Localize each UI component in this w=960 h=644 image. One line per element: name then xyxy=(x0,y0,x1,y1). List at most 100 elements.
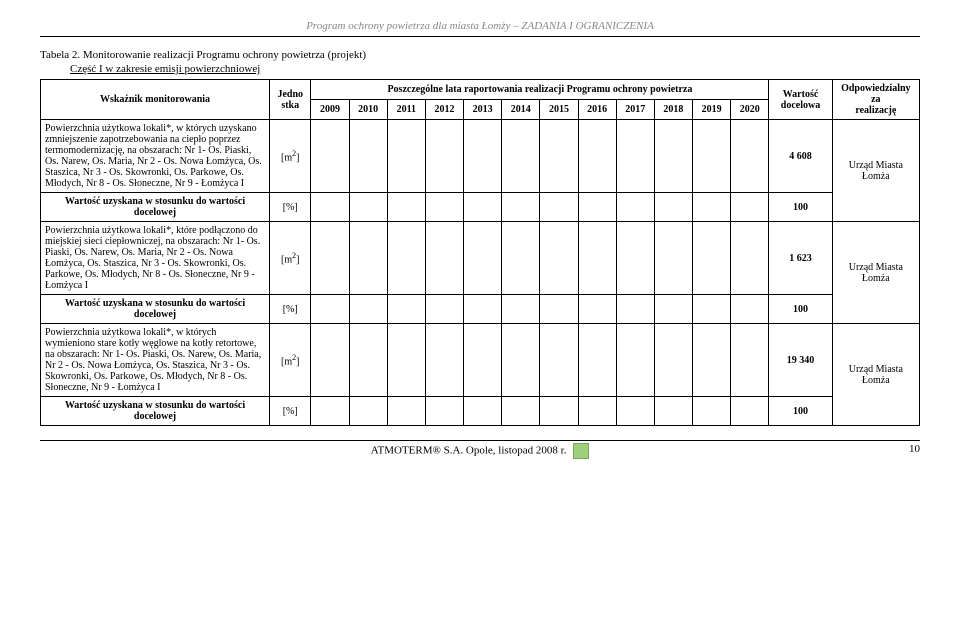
indicator-cell: Powierzchnia użytkowa lokali*, w których… xyxy=(41,324,270,397)
year-cell: 2015 xyxy=(540,100,578,120)
year-data-cell xyxy=(693,120,731,193)
year-data-cell xyxy=(616,222,654,295)
year-data-cell xyxy=(387,222,425,295)
year-data-cell xyxy=(349,120,387,193)
year-data-cell xyxy=(540,222,578,295)
monitoring-table: Wskaźnik monitorowania Jedno stka Poszcz… xyxy=(40,79,920,426)
year-data-cell xyxy=(616,193,654,222)
year-data-cell xyxy=(693,295,731,324)
year-data-cell xyxy=(387,193,425,222)
year-data-cell xyxy=(540,324,578,397)
year-data-cell xyxy=(693,324,731,397)
table-subcaption: Część I w zakresie emisji powierzchniowe… xyxy=(70,63,920,75)
year-data-cell xyxy=(502,324,540,397)
year-cell: 2014 xyxy=(502,100,540,120)
target-top: Wartość xyxy=(783,89,819,100)
year-data-cell xyxy=(464,120,502,193)
indicator-cell: Powierzchnia użytkowa lokali*, które pod… xyxy=(41,222,270,295)
resp-bot: realizację xyxy=(855,105,896,116)
year-data-cell xyxy=(349,295,387,324)
resp-cell: Urząd Miasta Łomża xyxy=(832,324,919,426)
year-data-cell xyxy=(425,324,463,397)
logo-icon xyxy=(573,443,589,459)
footer-text: ATMOTERM® S.A. Opole, listopad 2008 r. xyxy=(371,445,567,457)
year-data-cell xyxy=(731,222,769,295)
year-data-cell xyxy=(616,324,654,397)
indicator-cell: Powierzchnia użytkowa lokali*, w których… xyxy=(41,120,270,193)
year-cell: 2011 xyxy=(387,100,425,120)
year-cell: 2016 xyxy=(578,100,616,120)
year-data-cell xyxy=(425,222,463,295)
year-data-cell xyxy=(654,397,692,426)
table-row: Powierzchnia użytkowa lokali*, które pod… xyxy=(41,222,920,295)
year-data-cell xyxy=(425,120,463,193)
indicator-cell: Wartość uzyskana w stosunku do wartości … xyxy=(41,193,270,222)
target-cell: 100 xyxy=(769,295,832,324)
year-data-cell xyxy=(387,295,425,324)
year-data-cell xyxy=(540,120,578,193)
year-data-cell xyxy=(464,193,502,222)
target-bot: docelowa xyxy=(781,100,820,111)
year-data-cell xyxy=(654,295,692,324)
year-data-cell xyxy=(693,222,731,295)
year-data-cell xyxy=(425,193,463,222)
col-resp: Odpowiedzialny za realizację xyxy=(832,80,919,120)
unit-bot: stka xyxy=(281,100,299,111)
year-data-cell xyxy=(502,120,540,193)
col-indicator: Wskaźnik monitorowania xyxy=(41,80,270,120)
year-cell: 2019 xyxy=(693,100,731,120)
resp-top: Odpowiedzialny za xyxy=(841,83,910,105)
year-data-cell xyxy=(464,222,502,295)
year-data-cell xyxy=(502,222,540,295)
unit-cell: [m2] xyxy=(270,324,311,397)
resp-cell: Urząd Miasta Łomża xyxy=(832,120,919,222)
year-data-cell xyxy=(731,324,769,397)
year-data-cell xyxy=(540,193,578,222)
page-footer: ATMOTERM® S.A. Opole, listopad 2008 r. 1… xyxy=(40,443,920,459)
year-data-cell xyxy=(693,193,731,222)
year-data-cell xyxy=(731,120,769,193)
year-data-cell xyxy=(578,193,616,222)
resp-cell: Urząd Miasta Łomża xyxy=(832,222,919,324)
year-data-cell xyxy=(349,222,387,295)
year-data-cell xyxy=(387,324,425,397)
year-data-cell xyxy=(425,397,463,426)
unit-cell: [%] xyxy=(270,295,311,324)
year-data-cell xyxy=(311,295,349,324)
page-header: Program ochrony powietrza dla miasta Łom… xyxy=(40,20,920,32)
target-cell: 1 623 xyxy=(769,222,832,295)
col-target: Wartość docelowa xyxy=(769,80,832,120)
table-caption: Tabela 2. Monitorowanie realizacji Progr… xyxy=(40,49,920,61)
year-data-cell xyxy=(502,295,540,324)
year-data-cell xyxy=(616,397,654,426)
table-body: Powierzchnia użytkowa lokali*, w których… xyxy=(41,120,920,426)
year-data-cell xyxy=(387,397,425,426)
year-data-cell xyxy=(578,295,616,324)
year-data-cell xyxy=(387,120,425,193)
table-row: Wartość uzyskana w stosunku do wartości … xyxy=(41,295,920,324)
year-data-cell xyxy=(464,324,502,397)
year-data-cell xyxy=(464,295,502,324)
unit-cell: [%] xyxy=(270,193,311,222)
table-row: Wartość uzyskana w stosunku do wartości … xyxy=(41,397,920,426)
page-number: 10 xyxy=(909,443,920,455)
unit-top: Jedno xyxy=(277,89,303,100)
year-data-cell xyxy=(693,397,731,426)
year-data-cell xyxy=(731,397,769,426)
year-data-cell xyxy=(349,324,387,397)
year-data-cell xyxy=(540,295,578,324)
year-data-cell xyxy=(731,295,769,324)
year-data-cell xyxy=(616,295,654,324)
year-data-cell xyxy=(654,193,692,222)
col-years-group: Poszczególne lata raportowania realizacj… xyxy=(311,80,769,100)
year-data-cell xyxy=(654,324,692,397)
target-cell: 19 340 xyxy=(769,324,832,397)
year-cell: 2018 xyxy=(654,100,692,120)
year-data-cell xyxy=(578,324,616,397)
footer-rule xyxy=(40,440,920,441)
table-row: Powierzchnia użytkowa lokali*, w których… xyxy=(41,324,920,397)
table-header-row-1: Wskaźnik monitorowania Jedno stka Poszcz… xyxy=(41,80,920,100)
unit-cell: [m2] xyxy=(270,222,311,295)
year-data-cell xyxy=(311,324,349,397)
year-data-cell xyxy=(349,193,387,222)
